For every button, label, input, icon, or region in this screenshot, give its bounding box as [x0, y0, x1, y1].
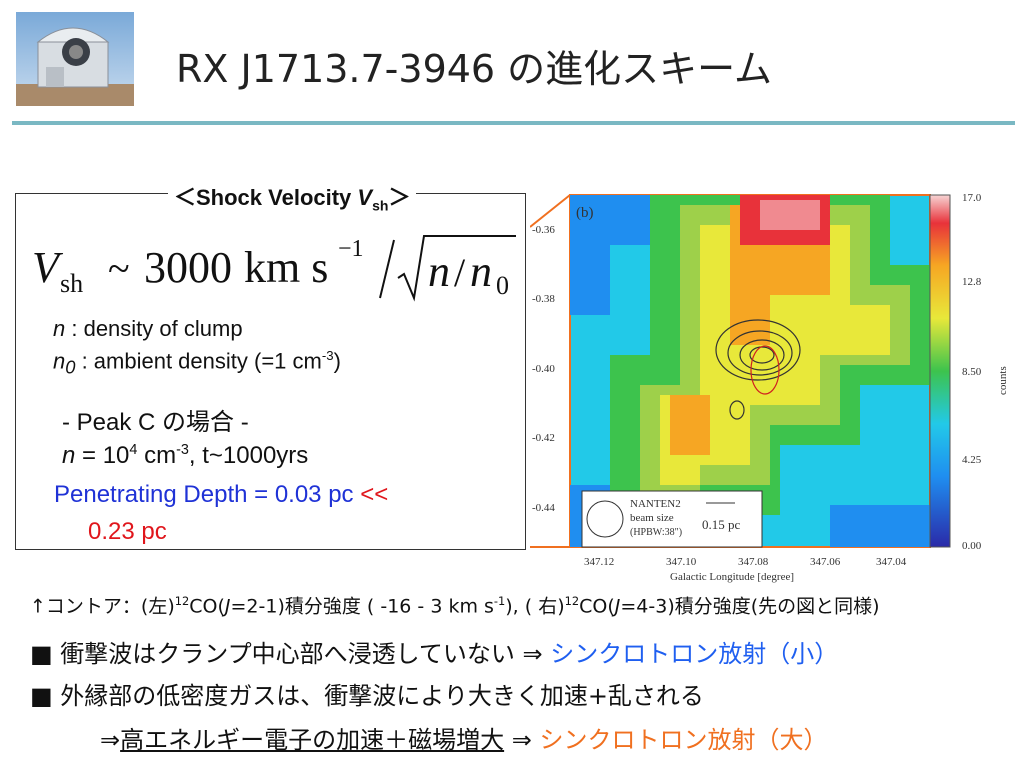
- formula-den: n: [470, 247, 492, 296]
- panel-label: (b): [576, 205, 594, 221]
- formula-number: 3000: [144, 243, 232, 292]
- formula-unit-exp: −1: [338, 236, 364, 262]
- legend-name: NANTEN2: [630, 498, 681, 510]
- co-intensity-map: (b) -0.36 -0.38 -0.40 -0.42 -0.44 347.12…: [530, 192, 1009, 583]
- box-heading: ＜Shock Velocity Vsh＞: [168, 180, 417, 214]
- colorbar-tick: 4.25: [962, 454, 982, 466]
- x-tick-label: 347.08: [738, 556, 769, 568]
- formula-slash: /: [454, 250, 466, 295]
- bullet-3: ⇒高エネルギー電子の加速＋磁場増大 ⇒ シンクロトロン放射（大）: [100, 726, 828, 754]
- peak-c-label: - Peak C の場合 -: [62, 409, 249, 436]
- colorbar-tick: 12.8: [962, 276, 982, 288]
- penetrating-depth: Penetrating Depth = 0.03 pc <<: [54, 481, 389, 508]
- formula-divide-slash: [379, 239, 395, 299]
- formula-approx: ~: [108, 246, 130, 291]
- colorbar-tick: 0.00: [962, 540, 982, 552]
- y-tick-label: -0.40: [532, 363, 555, 375]
- zoom-line-top: [530, 194, 571, 228]
- x-tick-label: 347.04: [876, 556, 907, 568]
- formula-num: n: [428, 247, 450, 296]
- x-tick-label: 347.06: [810, 556, 841, 568]
- legend-beam: beam size: [630, 512, 674, 524]
- y-tick-label: -0.42: [532, 432, 555, 444]
- colorbar-tick: 17.0: [962, 192, 982, 204]
- page-title: RX J1713.7-3946 の進化スキーム: [176, 47, 773, 91]
- bullet-2: ■ 外縁部の低密度ガスは、衝撃波により大きく加速+乱される: [30, 682, 704, 710]
- figure-caption: ↑コントア：(左)12CO(J=2-1)積分強度 ( -16 - 3 km s-…: [30, 594, 880, 618]
- comparison-depth: 0.23 pc: [88, 518, 167, 545]
- bullet-1: ■ 衝撃波はクランプ中心部へ浸透していない ⇒ シンクロトロン放射（小）: [30, 640, 839, 668]
- y-tick-label: -0.44: [532, 502, 555, 514]
- definition-n: n : density of clump: [53, 316, 243, 341]
- formula-sqrt-sign: [397, 235, 516, 302]
- scale-bar-label: 0.15 pc: [702, 517, 741, 532]
- shock-velocity-formula: V sh ~ 3000 km s −1 n / n 0: [32, 235, 516, 302]
- telescope-logo: [16, 12, 134, 106]
- peak-c-density: n = 104 cm-3, t~1000yrs: [62, 442, 309, 469]
- colorbar-tick: 8.50: [962, 366, 982, 378]
- legend-hpbw: (HPBW:38"): [630, 527, 682, 538]
- colorbar: [929, 194, 951, 548]
- formula-lhs-var: V: [32, 243, 64, 292]
- formula-lhs-sub: sh: [60, 269, 83, 298]
- x-axis-label: Galactic Longitude [degree]: [670, 571, 794, 583]
- formula-unit: km s: [244, 243, 328, 292]
- y-tick-label: -0.36: [532, 224, 555, 236]
- x-tick-label: 347.10: [666, 556, 697, 568]
- definition-n0: n0 : ambient density (=1 cm-3): [53, 348, 341, 378]
- x-tick-label: 347.12: [584, 556, 614, 568]
- heatmap: [569, 194, 931, 548]
- y-tick-label: -0.38: [532, 293, 555, 305]
- colorbar-label: counts: [997, 366, 1009, 395]
- title-divider: [12, 121, 1015, 125]
- formula-den-sub: 0: [496, 271, 509, 300]
